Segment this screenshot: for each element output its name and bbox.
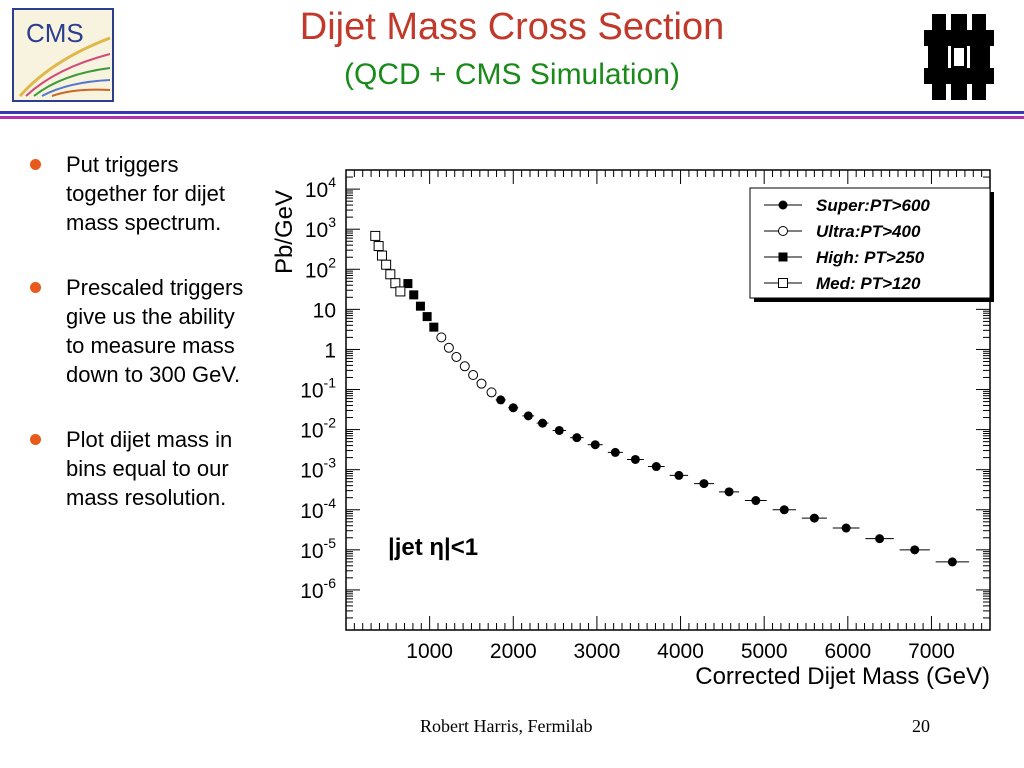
y-tick-label: 1 bbox=[324, 339, 336, 362]
x-tick-label: 5000 bbox=[741, 640, 788, 663]
y-tick-label: 104 bbox=[305, 174, 336, 202]
x-axis-title: Corrected Dijet Mass (GeV) bbox=[695, 663, 990, 690]
data-point bbox=[370, 230, 381, 241]
bullet-dot-icon bbox=[30, 282, 41, 293]
data-point bbox=[651, 462, 661, 472]
y-axis-title: Pb/GeV bbox=[271, 190, 298, 274]
legend-label: High: PT>250 bbox=[816, 248, 925, 267]
annotation-jet-eta: |jet η|<1 bbox=[388, 534, 478, 561]
legend-marker bbox=[778, 226, 788, 236]
x-tick-label: 7000 bbox=[908, 640, 955, 663]
x-tick-label: 6000 bbox=[824, 640, 871, 663]
legend-marker bbox=[778, 200, 788, 210]
data-point bbox=[538, 418, 548, 428]
data-point bbox=[476, 378, 487, 389]
legend-marker bbox=[778, 278, 788, 288]
data-point bbox=[403, 279, 413, 289]
data-point bbox=[468, 370, 479, 381]
page-title: Dijet Mass Cross Section bbox=[299, 6, 725, 48]
data-point bbox=[699, 479, 709, 489]
bullet-text: Prescaled triggers give us the ability t… bbox=[66, 275, 244, 387]
fermilab-logo bbox=[924, 14, 994, 100]
legend-label: Med: PT>120 bbox=[816, 274, 921, 293]
bullet-list: Put triggers together for dijet mass spe… bbox=[26, 150, 246, 548]
data-point bbox=[572, 433, 582, 443]
legend-marker bbox=[778, 252, 788, 262]
header-rule-bottom bbox=[0, 116, 1024, 119]
y-tick-label: 10-1 bbox=[300, 375, 336, 403]
data-point bbox=[610, 447, 620, 457]
data-point bbox=[809, 513, 819, 523]
data-point bbox=[496, 395, 506, 405]
cms-logo: CMS bbox=[12, 8, 114, 102]
x-tick-label: 1000 bbox=[406, 640, 453, 663]
data-point bbox=[724, 487, 734, 497]
y-tick-label: 10-4 bbox=[300, 495, 336, 523]
data-point bbox=[630, 454, 640, 464]
footer-page-number: 20 bbox=[912, 716, 930, 736]
data-point bbox=[751, 496, 761, 506]
data-point bbox=[486, 387, 497, 398]
data-point bbox=[385, 269, 396, 280]
data-point bbox=[554, 425, 564, 435]
data-point bbox=[875, 534, 885, 544]
legend-label: Ultra:PT>400 bbox=[816, 222, 921, 241]
data-point bbox=[590, 440, 600, 450]
y-tick-label: 10-6 bbox=[300, 575, 336, 603]
data-point bbox=[373, 241, 384, 252]
bullet-item: Plot dijet mass in bins equal to our mas… bbox=[26, 425, 246, 512]
legend-box bbox=[749, 187, 991, 299]
y-tick-label: 10-3 bbox=[300, 455, 336, 483]
x-tick-label: 4000 bbox=[657, 640, 704, 663]
bullet-dot-icon bbox=[30, 434, 41, 445]
cms-logo-text: CMS bbox=[26, 18, 84, 48]
y-tick-label: 10-2 bbox=[300, 415, 336, 443]
data-point bbox=[409, 290, 419, 300]
data-point bbox=[390, 278, 401, 289]
data-point bbox=[910, 545, 920, 555]
bullet-item: Put triggers together for dijet mass spe… bbox=[26, 150, 246, 237]
y-tick-label: 102 bbox=[305, 254, 336, 282]
data-point bbox=[436, 332, 447, 343]
data-point bbox=[523, 411, 533, 421]
data-point bbox=[459, 361, 470, 372]
footer-author: Robert Harris, Fermilab bbox=[420, 716, 593, 736]
data-point bbox=[674, 470, 684, 480]
data-point bbox=[508, 403, 518, 413]
bullet-item: Prescaled triggers give us the ability t… bbox=[26, 273, 246, 389]
data-point bbox=[376, 250, 387, 261]
y-tick-label: 103 bbox=[305, 214, 336, 242]
data-point bbox=[422, 312, 432, 322]
data-point bbox=[395, 286, 406, 297]
y-tick-label: 10-5 bbox=[300, 535, 336, 563]
page-subtitle: (QCD + CMS Simulation) bbox=[344, 58, 680, 91]
legend-label: Super:PT>600 bbox=[816, 196, 930, 215]
y-tick-label: 10 bbox=[313, 299, 336, 322]
bullet-dot-icon bbox=[30, 159, 41, 170]
data-point bbox=[381, 259, 392, 270]
data-point bbox=[947, 557, 957, 567]
data-point bbox=[415, 301, 425, 311]
bullet-text: Plot dijet mass in bins equal to our mas… bbox=[66, 427, 233, 510]
x-tick-label: 2000 bbox=[490, 640, 537, 663]
data-point bbox=[429, 322, 439, 332]
data-point bbox=[779, 505, 789, 515]
dijet-mass-chart: Super:PT>600 Ultra:PT>400 High: PT>250 Med:… bbox=[271, 169, 994, 690]
data-point bbox=[841, 523, 851, 533]
data-point bbox=[443, 342, 454, 353]
data-point bbox=[451, 351, 462, 362]
bullet-text: Put triggers together for dijet mass spe… bbox=[66, 152, 225, 235]
header-rule-top bbox=[0, 111, 1024, 114]
x-tick-label: 3000 bbox=[574, 640, 621, 663]
